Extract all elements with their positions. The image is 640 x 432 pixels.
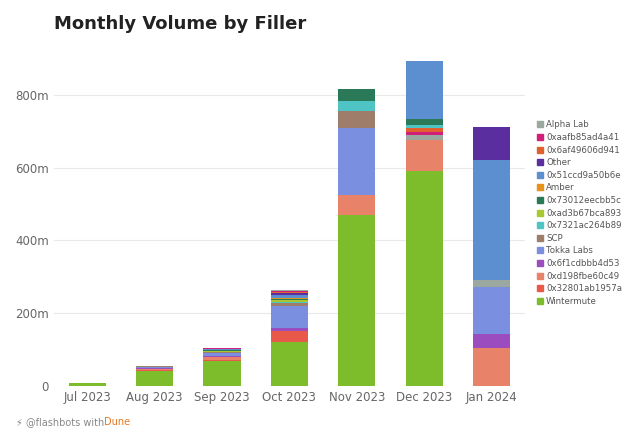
Bar [271, 295, 308, 298]
Bar [338, 127, 375, 195]
Bar [406, 119, 443, 125]
Bar [136, 366, 173, 368]
Bar [136, 368, 173, 369]
Bar [204, 356, 241, 357]
Bar [136, 371, 173, 386]
Bar [271, 306, 308, 328]
Bar [271, 343, 308, 386]
Bar [406, 60, 443, 119]
Bar [473, 280, 510, 287]
Bar [68, 383, 106, 386]
Bar [271, 328, 308, 331]
Bar [473, 160, 510, 280]
Bar [473, 287, 510, 334]
Bar [204, 349, 241, 350]
Bar [271, 303, 308, 306]
Bar [204, 353, 241, 356]
Legend: Alpha Lab, 0xaafb85ad4a41, 0x6af49606d941, Other, 0x51ccd9a50b6e, Amber, 0x73012: Alpha Lab, 0xaafb85ad4a41, 0x6af49606d94… [534, 118, 625, 308]
Bar [473, 334, 510, 348]
Bar [338, 215, 375, 386]
Bar [406, 132, 443, 135]
Bar [271, 298, 308, 299]
Text: Monthly Volume by Filler: Monthly Volume by Filler [54, 15, 306, 33]
Bar [204, 360, 241, 362]
Bar [473, 127, 510, 160]
Bar [406, 128, 443, 132]
Bar [136, 369, 173, 370]
Bar [271, 292, 308, 293]
Bar [204, 362, 241, 386]
Bar [338, 101, 375, 111]
Bar [406, 135, 443, 140]
Bar [271, 300, 308, 302]
Bar [271, 302, 308, 303]
Text: Dune: Dune [104, 417, 131, 427]
Bar [271, 291, 308, 292]
Bar [338, 89, 375, 101]
Bar [271, 293, 308, 295]
Bar [406, 171, 443, 386]
Bar [271, 290, 308, 291]
Text: ⚡ @flashbots with: ⚡ @flashbots with [16, 417, 108, 427]
Bar [338, 111, 375, 127]
Bar [271, 331, 308, 343]
Bar [136, 370, 173, 371]
Bar [338, 195, 375, 215]
Bar [271, 299, 308, 300]
Bar [204, 357, 241, 360]
Bar [204, 352, 241, 353]
Bar [204, 351, 241, 352]
Bar [406, 125, 443, 128]
Bar [473, 348, 510, 386]
Bar [406, 140, 443, 171]
